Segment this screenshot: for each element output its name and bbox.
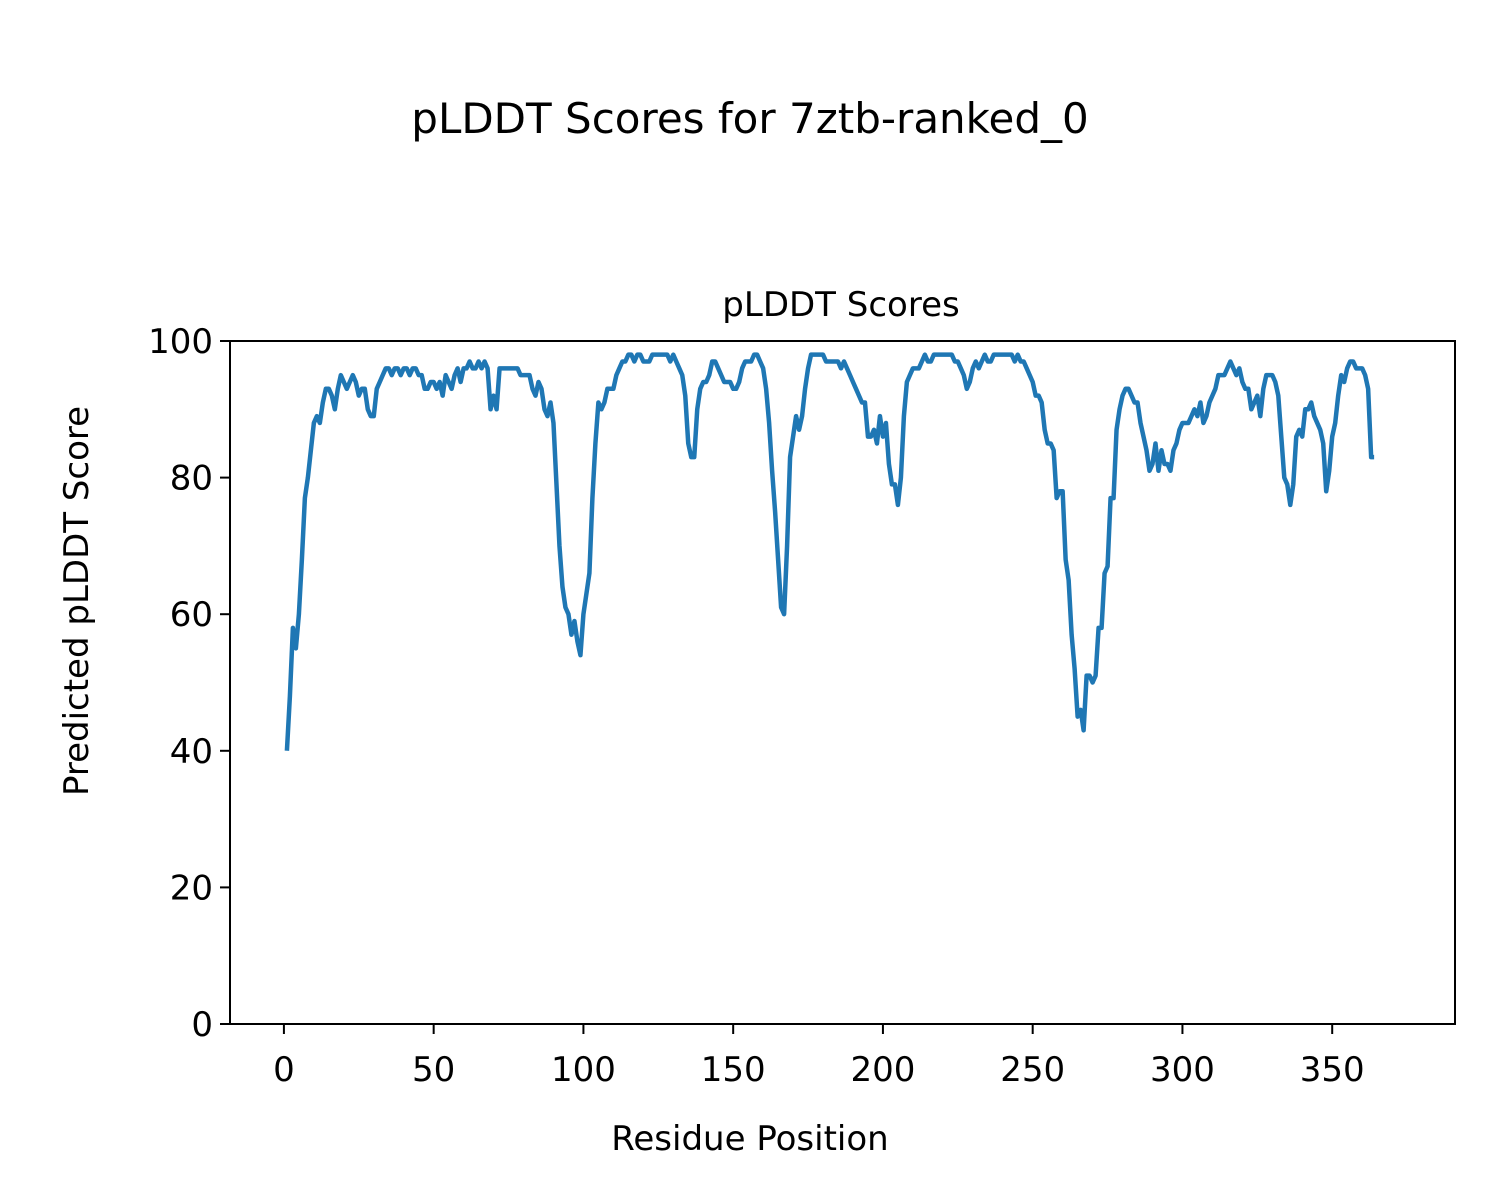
y-tick-label: 80 — [170, 459, 213, 499]
x-tick-label: 300 — [1150, 1050, 1215, 1090]
x-tick-label: 350 — [1300, 1050, 1365, 1090]
y-tick-label: 100 — [148, 322, 213, 362]
y-axis-label: Predicted pLDDT Score — [57, 406, 97, 796]
x-tick-group: 0 50 100 150 200 250 300 350 — [273, 1024, 1365, 1090]
y-tick-label: 20 — [170, 868, 213, 908]
figure-suptitle: pLDDT Scores for 7ztb-ranked_0 — [411, 94, 1088, 143]
x-tick-label: 250 — [1000, 1050, 1065, 1090]
x-tick-label: 100 — [551, 1050, 616, 1090]
axes-title: pLDDT Scores — [722, 285, 959, 325]
x-tick-label: 150 — [701, 1050, 766, 1090]
x-tick-label: 0 — [273, 1050, 295, 1090]
y-tick-group: 0 20 40 60 80 100 — [148, 322, 230, 1045]
x-tick-label: 50 — [412, 1050, 455, 1090]
y-tick-label: 0 — [191, 1005, 213, 1045]
x-axis-label: Residue Position — [611, 1119, 888, 1159]
y-tick-label: 60 — [170, 595, 213, 635]
plddt-series-line — [284, 352, 1375, 751]
plot-area-frame — [229, 340, 1456, 1025]
y-tick-label: 40 — [170, 732, 213, 772]
x-tick-label: 200 — [850, 1050, 915, 1090]
